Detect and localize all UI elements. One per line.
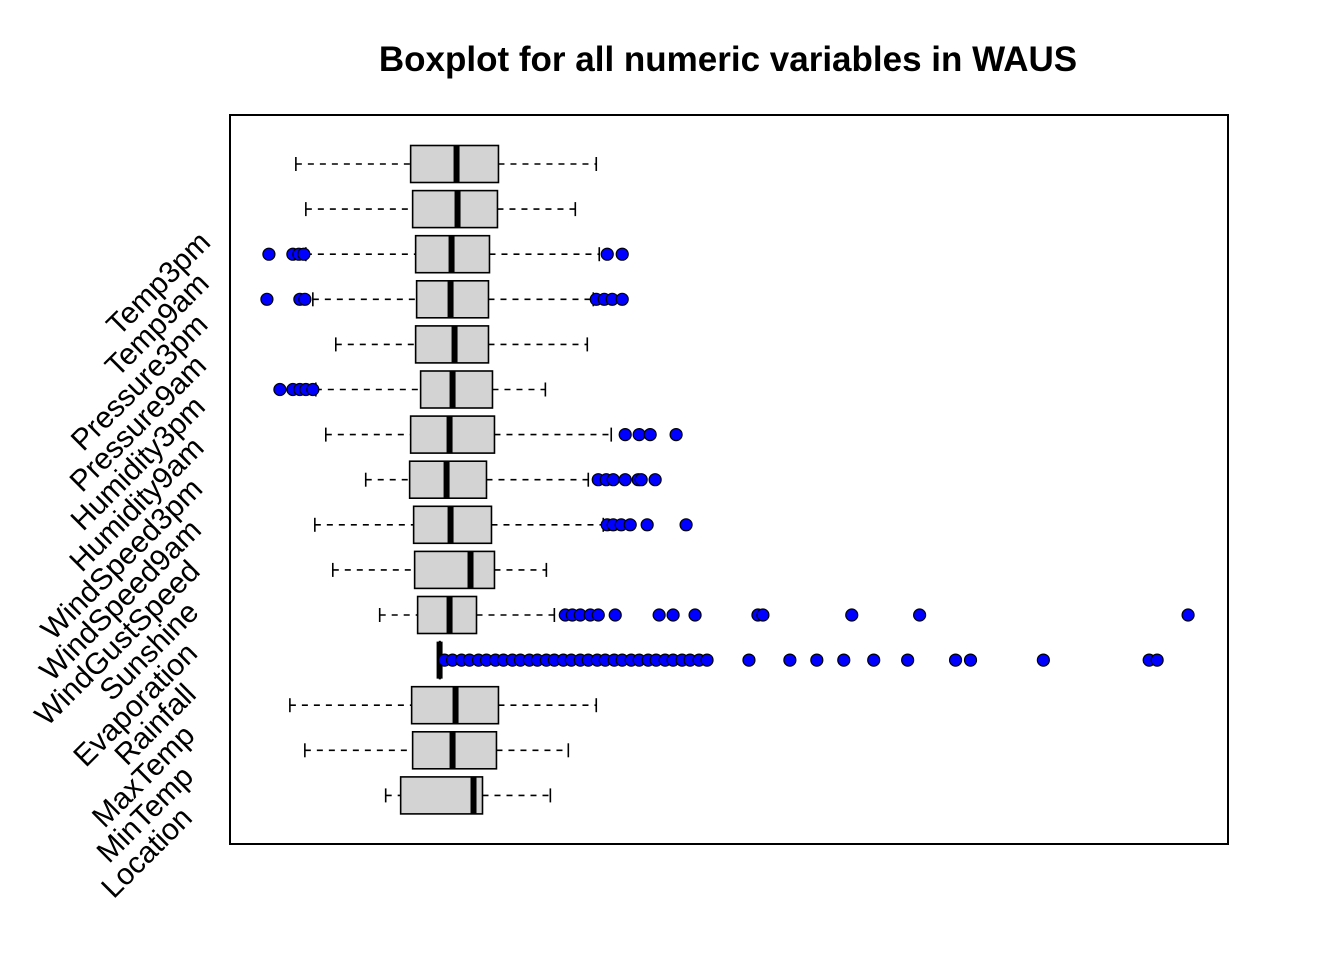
outlier-point bbox=[669, 428, 683, 442]
outlier-point bbox=[306, 382, 320, 397]
outlier-point bbox=[298, 292, 312, 306]
outlier-point bbox=[810, 653, 824, 667]
box-iqr bbox=[413, 550, 496, 590]
outlier-point bbox=[618, 473, 632, 487]
chart-title: Boxplot for all numeric variables in WAU… bbox=[379, 40, 1077, 79]
outlier-point bbox=[643, 428, 657, 442]
box-iqr bbox=[399, 776, 484, 815]
outlier-point bbox=[608, 608, 622, 622]
box-windgustspeed bbox=[314, 505, 693, 545]
box-pressure9am bbox=[260, 279, 629, 319]
outlier-point bbox=[640, 518, 654, 532]
box-humidity3pm bbox=[334, 325, 589, 364]
box-humidity9am bbox=[273, 370, 547, 409]
box-windspeed3pm bbox=[325, 415, 683, 454]
outlier-point bbox=[845, 608, 859, 622]
outlier-point bbox=[1181, 608, 1195, 622]
outlier-point bbox=[623, 518, 637, 532]
outlier-point bbox=[963, 653, 978, 667]
outlier-point bbox=[756, 608, 770, 622]
outlier-point bbox=[1036, 653, 1050, 667]
outlier-point bbox=[648, 473, 662, 487]
outlier-point bbox=[634, 473, 648, 487]
box-maxtemp bbox=[289, 685, 598, 725]
outlier-point bbox=[600, 247, 614, 261]
boxes-layer bbox=[260, 144, 1195, 815]
box-location bbox=[384, 776, 552, 815]
outlier-point bbox=[742, 653, 756, 667]
outlier-point bbox=[297, 247, 311, 261]
outlier-point bbox=[606, 473, 620, 487]
plot-frame bbox=[229, 114, 1229, 845]
outlier-point bbox=[1150, 653, 1164, 667]
outlier-point bbox=[273, 382, 287, 397]
category-labels: Temp3pmTemp9amPressure3pmPressure9amHumi… bbox=[29, 226, 217, 905]
box-windspeed9am bbox=[364, 460, 662, 500]
box-evaporation bbox=[378, 595, 1195, 635]
box-iqr bbox=[419, 370, 494, 409]
outlier-point bbox=[783, 653, 797, 667]
outlier-point bbox=[615, 247, 629, 261]
outlier-point bbox=[652, 608, 666, 622]
box-pressure3pm bbox=[262, 234, 629, 274]
outlier-point bbox=[948, 653, 963, 667]
box-mintemp bbox=[304, 730, 570, 770]
outlier-point bbox=[867, 653, 881, 667]
outlier-point bbox=[913, 608, 927, 622]
box-temp9am bbox=[305, 189, 577, 229]
outlier-point bbox=[260, 292, 274, 306]
outlier-point bbox=[618, 428, 632, 442]
outlier-point bbox=[837, 653, 851, 667]
box-temp3pm bbox=[295, 144, 598, 184]
outlier-point bbox=[901, 653, 915, 667]
box-sunshine bbox=[331, 550, 548, 590]
outlier-point bbox=[632, 428, 646, 442]
outlier-point bbox=[688, 608, 702, 622]
outlier-point bbox=[679, 518, 693, 532]
outlier-point bbox=[700, 653, 714, 667]
box-rainfall bbox=[436, 640, 1164, 680]
outlier-point bbox=[666, 608, 680, 622]
outlier-point bbox=[262, 247, 276, 261]
outlier-point bbox=[615, 292, 629, 306]
outlier-point bbox=[591, 608, 605, 622]
